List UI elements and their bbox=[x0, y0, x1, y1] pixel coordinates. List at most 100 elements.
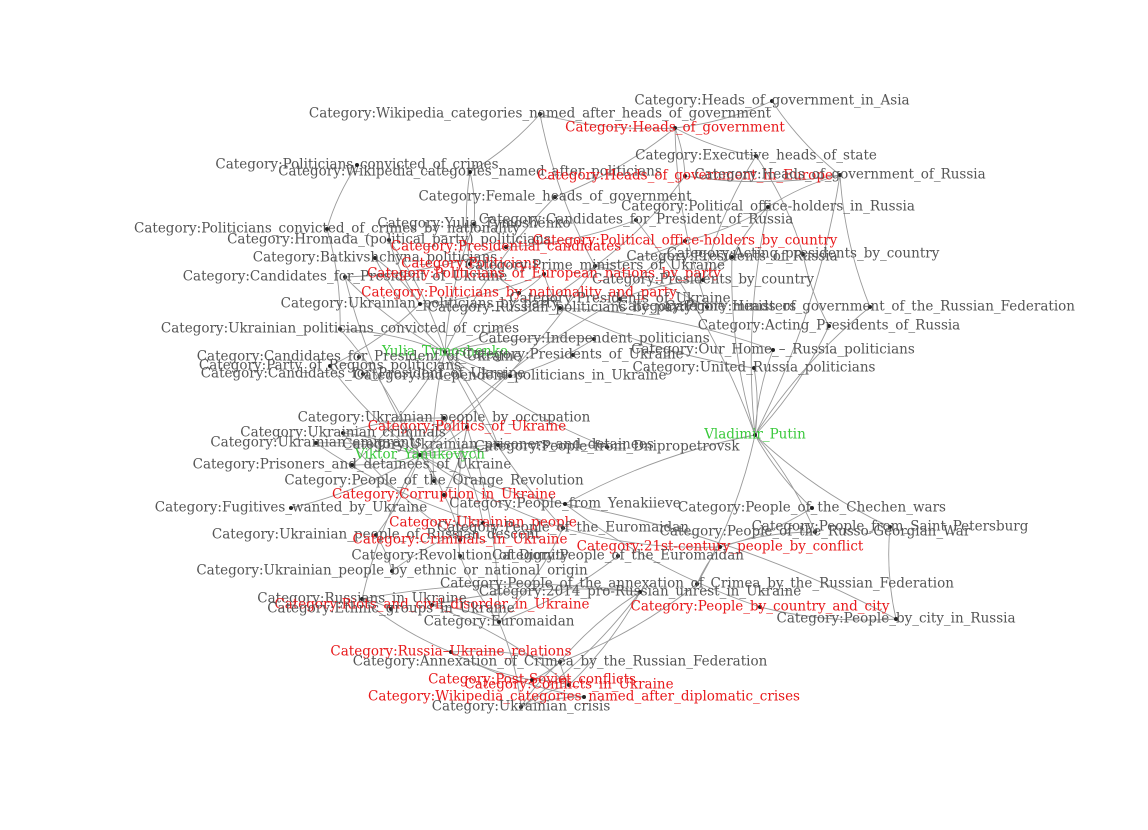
graph-edge bbox=[559, 307, 774, 351]
node-marker bbox=[289, 506, 293, 510]
node-label: Category:Female_heads_of_government bbox=[418, 189, 692, 205]
graph-edge bbox=[469, 263, 520, 294]
node-marker bbox=[894, 617, 898, 621]
node-marker bbox=[752, 366, 756, 370]
node-label: Category:People_of_the_annexation_of_Cri… bbox=[440, 576, 954, 592]
graph-edge bbox=[431, 604, 570, 686]
node-label: Category:Wikipedia_categories_named_afte… bbox=[309, 106, 772, 122]
graph-node: Category:People_of_the_Euromaidan bbox=[437, 520, 689, 536]
node-marker bbox=[673, 126, 677, 130]
node-marker bbox=[389, 607, 393, 611]
graph-node: Category:Russian_politicians_by_party bbox=[428, 300, 693, 316]
graph-node: Category:Ukrainian_people bbox=[389, 515, 577, 531]
graph-node: Category:Wikipedia_categories_named_afte… bbox=[309, 106, 772, 122]
graph-edge bbox=[754, 349, 774, 436]
graph-node: Category:Criminals_in_Ukraine bbox=[353, 532, 568, 548]
graph-edge bbox=[375, 454, 421, 536]
node-label: Category:Independent_politicians_in_Ukra… bbox=[354, 368, 667, 384]
node-marker bbox=[468, 170, 472, 174]
node-marker bbox=[801, 252, 805, 256]
graph-node: Category:21st-century_people_by_conflict bbox=[577, 539, 864, 555]
node-label: Category:Criminals_in_Ukraine bbox=[353, 532, 568, 548]
node-marker bbox=[771, 348, 775, 352]
node-label: Category:Russia–Ukraine_relations bbox=[330, 644, 571, 660]
graph-edge bbox=[594, 265, 708, 308]
node-label: Category:Political_office-holders_by_cou… bbox=[533, 233, 838, 249]
graph-node: Category:Wikipedia_categories_named_afte… bbox=[278, 164, 662, 180]
node-marker bbox=[328, 364, 332, 368]
graph-node: Category:Ukrainian_prisoners_and_detaine… bbox=[342, 437, 654, 453]
node-label: Category:Wikipedia_categories_named_afte… bbox=[368, 689, 800, 705]
graph-edge bbox=[754, 434, 813, 509]
node-label: Category:Politicians_of_European_nations… bbox=[367, 266, 721, 282]
node-marker bbox=[497, 620, 501, 624]
graph-node: Category:People_of_the_annexation_of_Cri… bbox=[440, 576, 954, 592]
graph-edge bbox=[374, 257, 446, 353]
node-label: Category:Ukrainian_emigrants bbox=[210, 435, 421, 451]
graph-edge bbox=[520, 591, 641, 708]
graph-edge bbox=[431, 588, 641, 606]
edge-layer bbox=[290, 100, 897, 708]
node-marker bbox=[468, 262, 472, 266]
graph-edge bbox=[539, 113, 596, 267]
graph-edge bbox=[771, 100, 841, 176]
graph-node: Category:Acting_Presidents_of_Russia bbox=[698, 318, 961, 334]
graph-edge bbox=[559, 591, 641, 663]
graph-edge bbox=[361, 454, 421, 600]
node-label: Category:Presidents_by_country bbox=[592, 272, 814, 288]
graph-node: Category:Euromaidan bbox=[424, 614, 575, 630]
node-marker bbox=[616, 554, 620, 558]
node-marker bbox=[567, 683, 571, 687]
node-marker bbox=[705, 305, 709, 309]
graph-edge bbox=[465, 171, 471, 265]
node-marker bbox=[558, 306, 562, 310]
node-label: Category:Ukrainian_politicians_convicted… bbox=[161, 321, 519, 337]
graph-node: Category:Presidents_of_Ukraine bbox=[509, 291, 730, 307]
node-label: Category:People_of_the_Euromaidan bbox=[437, 520, 689, 536]
node-label: Category:Politics_of_Ukraine bbox=[368, 419, 566, 435]
graph-edge bbox=[498, 527, 564, 623]
graph-edge bbox=[342, 432, 461, 541]
node-label: Category:Politicians_convicted_of_crimes bbox=[215, 157, 498, 173]
node-label: Category:Executive_heads_of_state bbox=[635, 148, 877, 164]
graph-edge bbox=[684, 206, 769, 242]
graph-node: Category:Candidates_for_President_of_Ukr… bbox=[183, 269, 508, 285]
graph-edge bbox=[505, 219, 637, 248]
graph-node: Category:Revolution_of_Dignity bbox=[351, 548, 569, 564]
node-label: Category:People_from_Dnipropetrovsk bbox=[474, 439, 740, 455]
graph-node: Category:Annexation_of_Crimea_by_the_Rus… bbox=[353, 654, 768, 670]
node-label: Category:Acting_Presidents_of_Russia bbox=[698, 318, 961, 334]
graph-edge bbox=[450, 650, 561, 663]
graph-node: Category:Presidents_of_Ukraine bbox=[462, 347, 683, 363]
graph-node: Category:Ukrainian_people_of_Russian_des… bbox=[212, 527, 541, 543]
graph-edge bbox=[731, 206, 769, 258]
graph-edge bbox=[443, 494, 461, 541]
graph-node: Category:Ukrainian_people_by_occupation bbox=[298, 410, 591, 426]
graph-edge bbox=[674, 127, 686, 177]
graph-edge bbox=[731, 256, 756, 436]
graph-edge bbox=[594, 175, 686, 267]
graph-edge bbox=[419, 454, 566, 505]
node-label: Category:Ukrainian_people bbox=[389, 515, 577, 531]
node-marker bbox=[571, 353, 575, 357]
graph-edge bbox=[759, 606, 897, 621]
node-label: Category:Heads_of_government_in_Europe bbox=[537, 168, 833, 184]
graph-edge bbox=[696, 434, 756, 585]
node-label: Category:Ukrainian_people_by_occupation bbox=[298, 410, 591, 426]
node-marker bbox=[634, 218, 638, 222]
graph-edge bbox=[388, 239, 421, 305]
graph-node: Category:Prisoners_and_detainees_of_Ukra… bbox=[193, 457, 512, 473]
node-marker bbox=[458, 538, 462, 542]
graph-node: Category:Prime_ministers_of_Ukraine bbox=[465, 258, 725, 274]
node-marker bbox=[810, 506, 814, 510]
graph-edge bbox=[674, 127, 757, 157]
graph-edge bbox=[329, 365, 421, 456]
graph-node: Category:Independent_politicians_in_Ukra… bbox=[354, 368, 667, 384]
graph-node: Category:Executive_heads_of_state bbox=[635, 148, 877, 164]
graph-edge bbox=[388, 239, 446, 353]
graph-edge bbox=[339, 328, 421, 456]
graph-edge bbox=[559, 307, 755, 369]
graph-node: Category:People_from_Dnipropetrovsk bbox=[474, 439, 740, 455]
node-label: Category:Wikipedia_categories_named_afte… bbox=[278, 164, 662, 180]
